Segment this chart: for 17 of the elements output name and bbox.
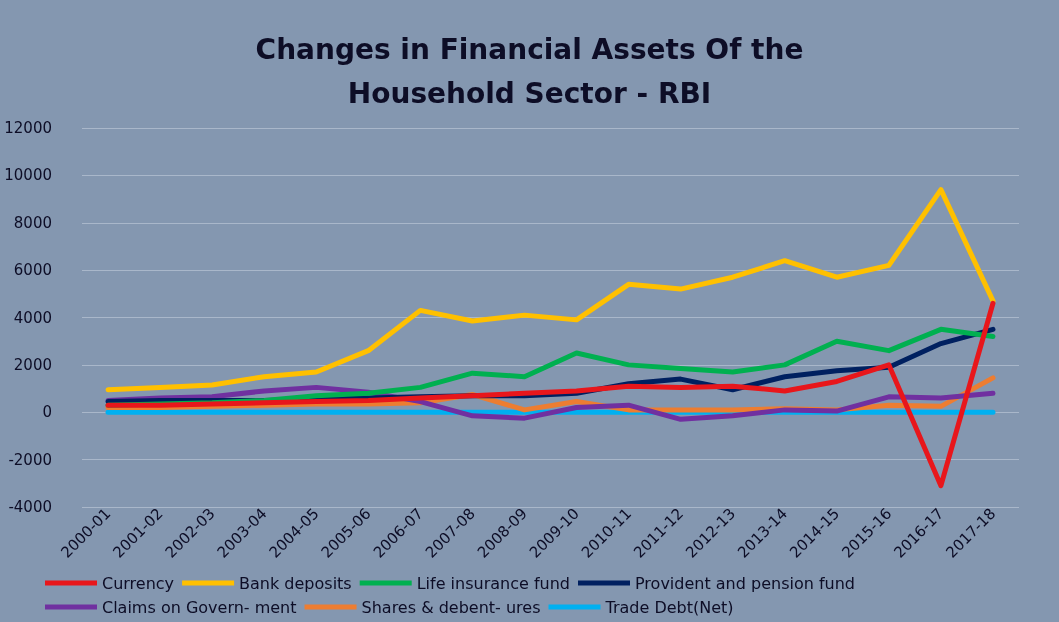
y-tick-label: 0	[42, 403, 52, 422]
y-tick-label: -2000	[8, 450, 52, 469]
legend-label: Claims on Govern- ment	[102, 597, 297, 617]
chart-title: Changes in Financial Assets Of the Household Sector - RBI	[255, 32, 804, 110]
legend-label: Provident and pension fund	[635, 573, 855, 593]
y-tick-label: 4000	[13, 308, 52, 327]
y-tick-label: 12000	[4, 119, 52, 137]
legend-label: Currency	[102, 573, 175, 593]
legend-label: Shares & debent- ures	[361, 597, 541, 617]
legend-label: Trade Debt(Net)	[604, 597, 734, 617]
legend-label: Bank deposits	[239, 573, 352, 593]
y-tick-label: 6000	[13, 261, 52, 280]
y-tick-label: 8000	[13, 213, 52, 232]
y-tick-label: -4000	[8, 498, 52, 516]
y-tick-label: 2000	[13, 355, 52, 374]
y-tick-label: 10000	[4, 166, 52, 185]
legend-label: Life insurance fund	[416, 573, 571, 593]
